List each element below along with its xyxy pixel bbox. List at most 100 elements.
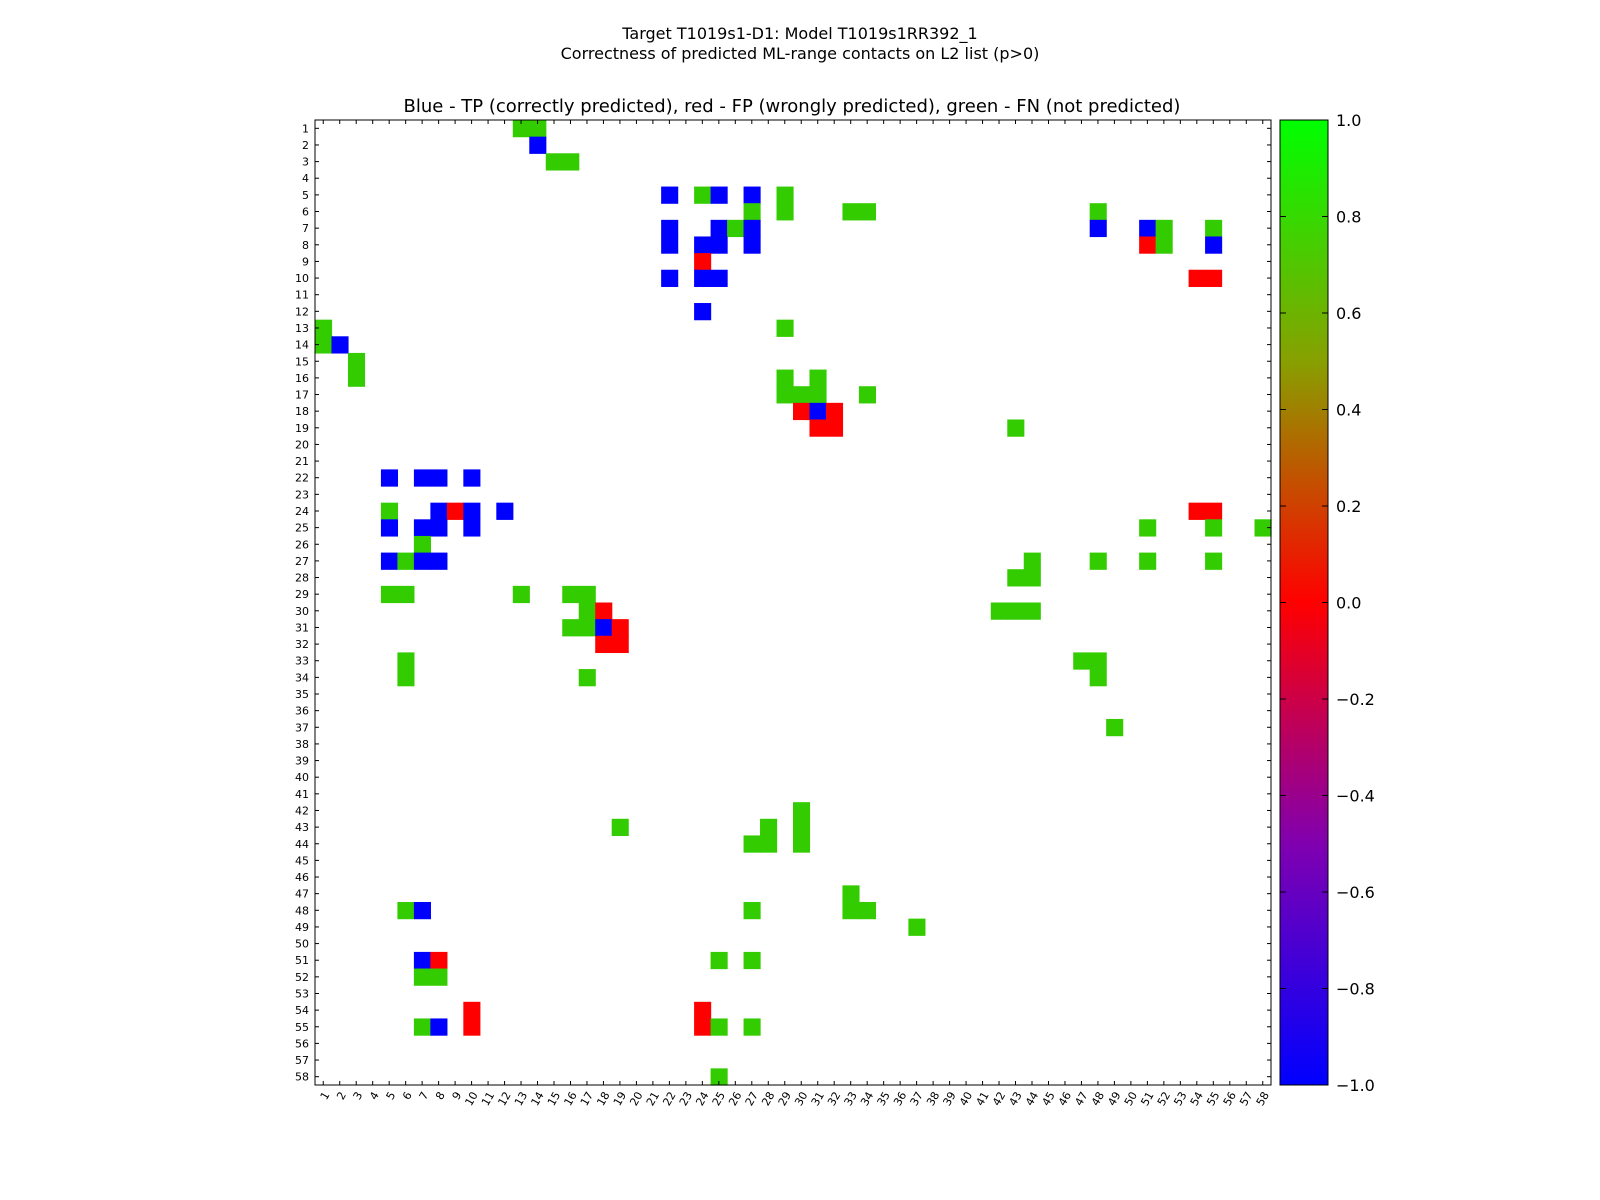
fn-cell [413,535,431,554]
y-tick-label: 57 [295,1054,309,1067]
x-tick-label: 17 [578,1090,596,1109]
y-tick-label: 54 [295,1004,309,1017]
tp-cell [430,469,448,487]
fn-cell [1089,669,1107,687]
x-tick-label: 20 [627,1090,645,1109]
fp-cell [1188,502,1206,520]
fn-cell [710,951,728,970]
fn-cell [430,968,448,986]
x-tick-label: 14 [528,1090,546,1109]
fn-cell [512,120,530,138]
y-tick-label: 21 [295,455,309,468]
y-tick-label: 43 [295,821,309,834]
fn-cell [1205,519,1223,537]
y-tick-label: 13 [295,322,309,335]
fn-cell [858,203,877,221]
fp-cell [825,419,844,437]
colorbar-tick-label: 0.4 [1336,401,1361,420]
y-tick-label: 14 [295,339,309,352]
fp-cell [809,419,827,437]
fn-cell [562,153,580,171]
x-tick-label: 11 [479,1090,497,1109]
y-tick-label: 42 [295,804,309,817]
colorbar-tick-label: −0.2 [1336,690,1375,709]
y-tick-label: 50 [295,938,309,951]
y-tick-label: 18 [295,405,309,418]
fn-cell [512,585,530,604]
y-tick-label: 2 [302,139,309,152]
fn-cell [1089,652,1107,670]
colorbar-tick-label: 1.0 [1336,111,1361,130]
x-tick-label: 56 [1221,1090,1239,1109]
y-tick-label: 40 [295,771,309,784]
tp-cell [380,519,399,537]
fn-cell [694,186,712,204]
fn-cell [793,835,811,853]
fn-cell [842,885,860,903]
fn-cell [380,502,399,520]
y-tick-label: 41 [295,788,309,801]
fn-cell [858,901,877,920]
x-tick-label: 51 [1138,1090,1156,1109]
y-tick-label: 44 [295,838,309,851]
y-tick-label: 46 [295,871,309,884]
fp-cell [694,253,712,271]
colorbar-tick-label: −0.8 [1336,980,1375,999]
fn-cell [1205,219,1223,238]
tp-cell [1139,219,1157,238]
fn-cell [776,386,794,404]
fn-cell [397,552,415,570]
x-tick-label: 22 [660,1090,678,1109]
x-tick-label: 8 [433,1090,448,1103]
fn-cell [1023,552,1041,570]
y-tick-label: 26 [295,538,309,551]
x-tick-label: 29 [776,1090,794,1109]
y-tick-label: 24 [295,505,309,518]
fn-cell [1073,652,1091,670]
tp-cell [380,552,399,570]
y-tick-label: 8 [302,239,309,252]
tp-cell [413,552,431,570]
tp-cell [809,402,827,421]
fp-cell [694,1018,712,1036]
y-tick-label: 49 [295,921,309,934]
y-tick-label: 56 [295,1037,309,1050]
tp-cell [661,236,679,254]
fn-cell [578,585,596,604]
x-tick-label: 44 [1023,1090,1041,1109]
fn-cell [413,1018,431,1036]
fn-cell [315,336,333,354]
colorbar [1279,119,1329,1086]
x-tick-label: 31 [809,1090,827,1109]
y-tick-label: 37 [295,721,309,734]
fn-cell [743,901,761,920]
x-tick-label: 49 [1105,1090,1123,1109]
fn-cell [545,153,563,171]
tp-cell [1205,236,1223,254]
fn-cell [397,901,415,920]
y-tick-label: 12 [295,305,309,318]
fn-cell [1106,718,1124,737]
y-tick-label: 45 [295,854,309,867]
fn-cell [809,369,827,387]
y-tick-label: 39 [295,755,309,768]
x-tick-label: 42 [990,1090,1008,1109]
tp-cell [661,186,679,204]
tp-cell [743,186,761,204]
fp-cell [825,402,844,421]
x-tick-label: 54 [1188,1090,1206,1109]
tp-cell [661,219,679,238]
fn-cell [793,818,811,837]
x-tick-label: 3 [351,1090,366,1103]
x-tick-label: 19 [611,1090,629,1109]
tp-cell [430,552,448,570]
fn-cell [347,352,366,371]
y-tick-label: 35 [295,688,309,701]
figure-title-line-2: Correctness of predicted ML-range contac… [560,44,1040,63]
x-tick-label: 36 [891,1090,909,1109]
y-tick-label: 58 [295,1071,309,1084]
plot-frame [314,119,1272,1086]
y-tick-label: 19 [295,422,309,435]
x-tick-label: 53 [1171,1090,1189,1109]
fn-cell [793,802,811,820]
